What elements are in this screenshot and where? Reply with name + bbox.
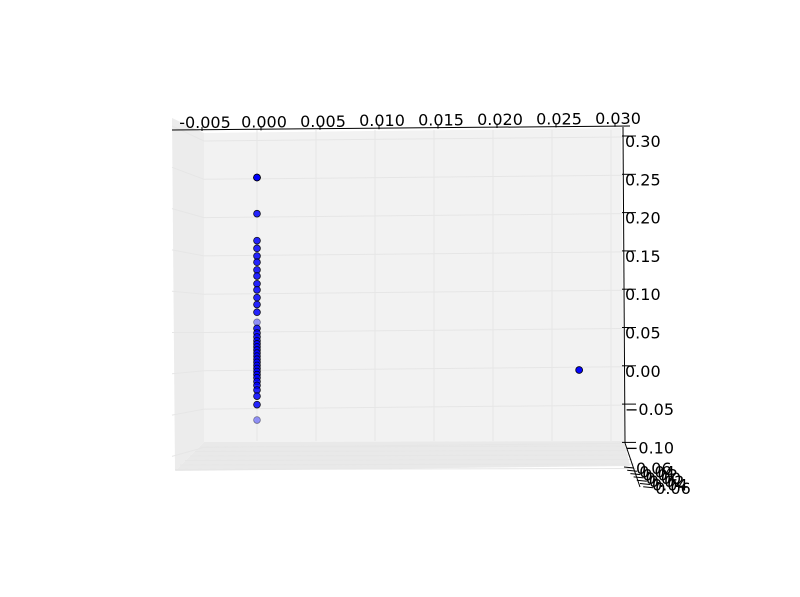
- floor-grid-line: [199, 445, 627, 448]
- x-tick-label: 0.010: [359, 111, 405, 130]
- z-tick-label: −0.10: [625, 438, 674, 457]
- z-axis-line: [622, 126, 626, 444]
- x-tick-label: 0.005: [300, 112, 346, 131]
- y-tick-mark: [639, 483, 651, 485]
- y-axis-line: [624, 442, 641, 488]
- x-tick-label: 0.020: [477, 110, 523, 129]
- floor-grid-line: [184, 459, 633, 461]
- x-tick-label: 0.000: [241, 112, 287, 131]
- z-grid-line-side: [171, 370, 205, 375]
- y-tick-label: 0.00: [646, 469, 682, 488]
- z-tick-label: 0.05: [625, 324, 661, 343]
- z-tick-label: 0.00: [625, 362, 661, 381]
- y-tick-label: 0.04: [639, 462, 675, 481]
- x-tick-label: -0.005: [179, 113, 231, 132]
- z-grid-line-side: [171, 125, 205, 142]
- scatter-point: [253, 236, 261, 245]
- y-tick-mark: [633, 476, 644, 479]
- scatter-point: [253, 293, 261, 302]
- z-grid-line-side: [171, 166, 205, 180]
- z-grid-line-side: [171, 446, 205, 457]
- x-tick-label: 0.030: [595, 109, 641, 128]
- scatter-point: [253, 209, 261, 218]
- z-grid-line: [203, 404, 623, 410]
- scatter-point: [253, 400, 261, 409]
- z-ticks: 0.30 0.25 0.20 0.15 0.10 0.05 0.00 −0.05 −0.10: [622, 132, 674, 457]
- scatter-point: [253, 392, 261, 400]
- y-tick-label: 0.02: [642, 466, 678, 485]
- data-points: [253, 173, 583, 424]
- z-tick-label: 0.10: [625, 285, 661, 304]
- y-tick-mark: [627, 469, 638, 472]
- x-ticks: -0.005 0.000 0.005 0.010 0.015 0.020 0.025 0.03…: [179, 109, 641, 132]
- z-grid-line: [203, 174, 623, 180]
- scatter-point: [253, 416, 261, 424]
- scatter-point: [253, 173, 261, 182]
- y-tick-mark: [643, 486, 654, 489]
- z-grid-line-side: [171, 290, 205, 295]
- z-grid-line: [203, 213, 623, 219]
- z-tick-label: −0.05: [625, 400, 674, 419]
- z-grid-line: [203, 366, 623, 372]
- scatter-point: [253, 272, 261, 280]
- z-grid-line-side: [171, 249, 205, 257]
- floor-grid-line: [189, 454, 631, 457]
- scatter-point: [253, 244, 261, 253]
- scatter-point: [253, 300, 261, 309]
- grid-lines: [171, 125, 637, 470]
- scatter-point: [253, 286, 261, 294]
- y-tick-mark: [636, 479, 647, 482]
- z-grid-line: [203, 251, 623, 257]
- scatter-point: [253, 308, 261, 317]
- scatter-point: [575, 366, 583, 374]
- y-tick-mark: [630, 473, 641, 476]
- x-axis-line: [171, 125, 631, 131]
- y-tick-label: 0.06: [655, 479, 691, 498]
- z-grid-line: [203, 289, 623, 295]
- x-tick-label: 0.025: [536, 109, 582, 128]
- z-tick-label: 0.25: [625, 170, 661, 189]
- y-tick-label: 0.04: [652, 476, 688, 495]
- y-tick-label: 0.06: [636, 459, 672, 478]
- z-grid-line-side: [171, 208, 205, 219]
- floor-grid-line: [174, 468, 637, 470]
- y-ticks: 0.060.040.020.000.020.040.06: [623, 459, 691, 498]
- z-grid-line-side: [171, 408, 205, 416]
- z-tick-label: 0.30: [625, 132, 661, 151]
- back-pane: [204, 128, 624, 442]
- left-pane: [172, 118, 204, 471]
- z-grid-line: [203, 328, 623, 333]
- z-tick-label: 0.15: [625, 247, 661, 266]
- scatter-point: [253, 258, 261, 267]
- axis-lines: [171, 125, 641, 488]
- y-tick-mark: [623, 466, 635, 469]
- y-tick-label: 0.02: [649, 472, 685, 491]
- floor-grid-line: [179, 463, 635, 466]
- x-tick-label: 0.015: [418, 111, 464, 130]
- axis-panes: [172, 118, 630, 471]
- z-grid-line: [203, 136, 623, 142]
- z-tick-label: 0.20: [625, 209, 661, 228]
- floor-grid-line: [194, 450, 629, 452]
